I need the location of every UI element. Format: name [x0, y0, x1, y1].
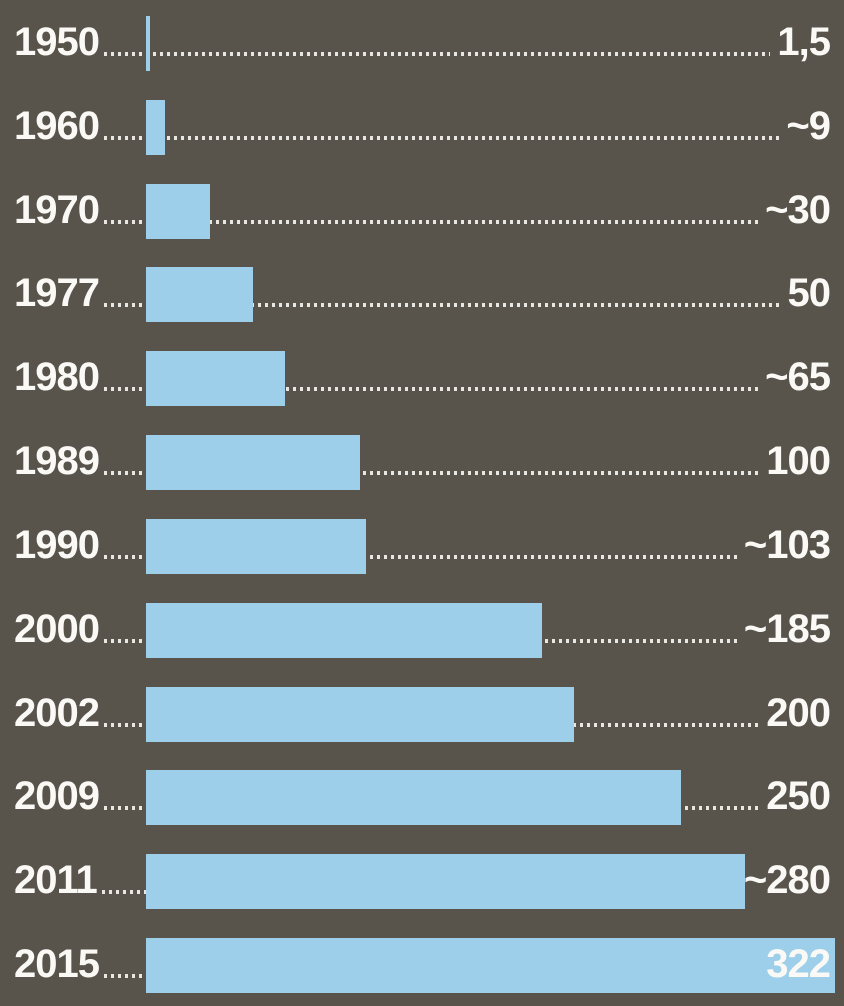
dotted-leader-line — [103, 335, 759, 419]
bar — [146, 267, 253, 323]
dotted-leader-line — [103, 503, 737, 587]
year-label: 2015 — [14, 942, 100, 987]
bar — [146, 518, 367, 574]
bar — [146, 602, 542, 658]
chart-row: 1960 ~9 — [0, 84, 844, 168]
chart-row: 1990 ~103 — [0, 503, 844, 587]
value-label: 50 — [787, 271, 831, 316]
bar — [146, 770, 681, 826]
bar — [146, 351, 286, 407]
value-label: 1,5 — [777, 20, 831, 64]
year-label: 2000 — [14, 606, 100, 651]
chart-row: 1980 ~65 — [0, 335, 844, 419]
value-label: 322 — [766, 942, 831, 987]
dotted-leader-line — [103, 0, 771, 84]
year-label: 1960 — [14, 103, 100, 148]
value-label: 250 — [766, 774, 831, 819]
chart-row: 1950 1,5 — [0, 0, 844, 84]
chart-row: 1989 100 — [0, 419, 844, 503]
chart-row: 2009 250 — [0, 754, 844, 838]
year-label: 2009 — [14, 774, 100, 819]
chart-row: 1977 50 — [0, 251, 844, 335]
year-label: 2002 — [14, 690, 100, 735]
bar — [146, 686, 574, 742]
bar — [146, 435, 360, 491]
value-label: 100 — [766, 439, 831, 484]
dotted-leader-line — [103, 168, 759, 252]
chart-row: 2002 200 — [0, 671, 844, 755]
bar — [146, 16, 150, 71]
chart-row: 2000 ~185 — [0, 587, 844, 671]
year-label: 1990 — [14, 522, 100, 567]
year-label: 1980 — [14, 355, 100, 400]
year-label: 2011 — [14, 858, 98, 903]
value-label: ~65 — [765, 355, 831, 400]
value-label: 200 — [766, 690, 831, 735]
year-label: 1970 — [14, 187, 100, 232]
chart-row: 2011 ~280 — [0, 838, 844, 922]
dotted-leader-line — [103, 84, 780, 168]
value-label: ~103 — [743, 522, 831, 567]
bar — [146, 99, 166, 155]
value-label: ~185 — [743, 606, 831, 651]
value-label: ~9 — [786, 103, 831, 148]
bar — [146, 938, 835, 994]
bar — [146, 183, 211, 239]
dotted-leader-line — [103, 419, 760, 503]
year-label: 1950 — [14, 20, 100, 64]
bar — [146, 854, 746, 910]
dotted-leader-line — [103, 251, 781, 335]
value-label: ~30 — [765, 187, 831, 232]
year-label: 1977 — [14, 271, 100, 316]
year-label: 1989 — [14, 439, 100, 484]
chart-row: 1970 ~30 — [0, 168, 844, 252]
chart-row: 2015 322 — [0, 922, 844, 1006]
value-label: ~280 — [743, 858, 831, 903]
